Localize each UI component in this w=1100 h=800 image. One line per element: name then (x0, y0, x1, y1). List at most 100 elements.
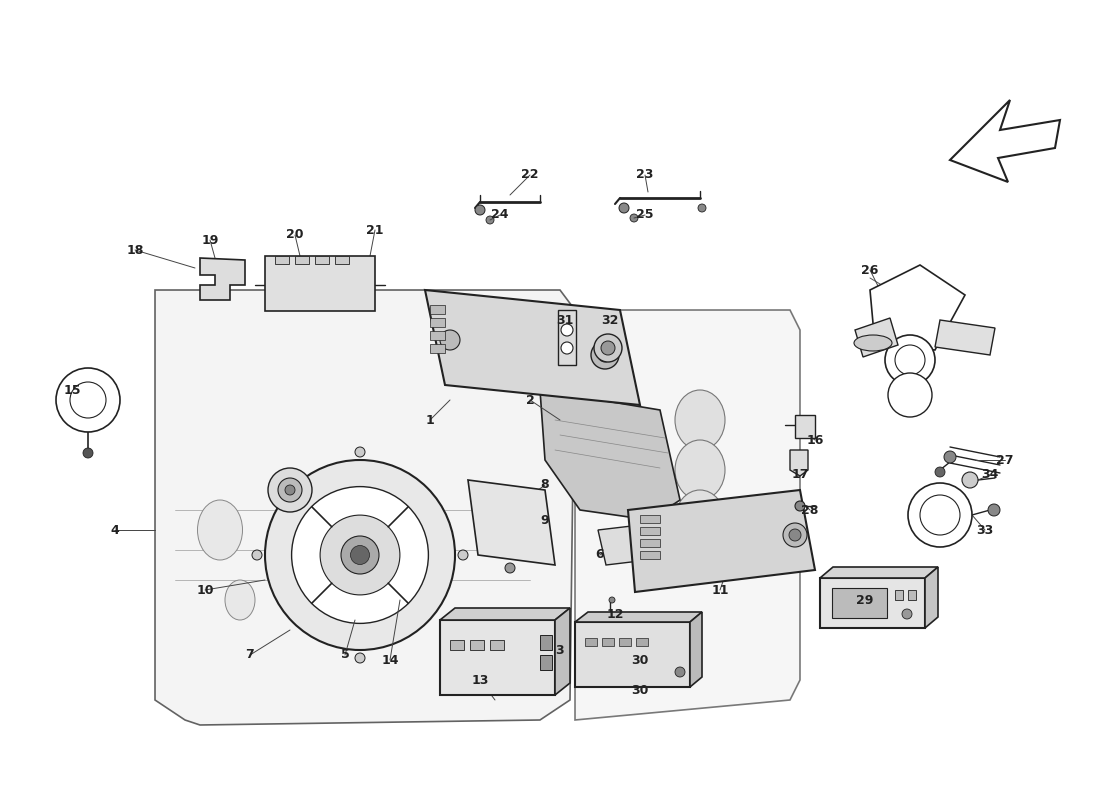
Ellipse shape (675, 440, 725, 500)
Circle shape (795, 501, 805, 511)
Text: 19: 19 (201, 234, 219, 246)
Bar (336, 256, 349, 264)
Bar (640, 551, 660, 559)
Circle shape (351, 546, 370, 565)
Bar (470, 640, 484, 650)
Bar (820, 578, 925, 628)
Text: 34: 34 (981, 469, 999, 482)
Ellipse shape (226, 580, 255, 620)
Bar (265, 256, 375, 311)
Bar (895, 590, 903, 600)
Circle shape (265, 460, 455, 650)
Bar (619, 638, 631, 646)
Text: 14: 14 (382, 654, 398, 666)
Polygon shape (425, 290, 640, 405)
Text: 17: 17 (791, 469, 808, 482)
Text: 22: 22 (521, 169, 539, 182)
Circle shape (475, 205, 485, 215)
Polygon shape (440, 608, 570, 620)
Circle shape (783, 523, 807, 547)
Circle shape (591, 341, 619, 369)
Circle shape (486, 216, 494, 224)
Circle shape (594, 334, 621, 362)
Bar (640, 539, 660, 547)
Polygon shape (795, 415, 815, 438)
Bar (540, 635, 552, 650)
Circle shape (619, 203, 629, 213)
Text: 6: 6 (596, 549, 604, 562)
Text: 26: 26 (861, 263, 879, 277)
Bar (430, 305, 446, 314)
Circle shape (252, 550, 262, 560)
Ellipse shape (854, 335, 892, 351)
Circle shape (285, 485, 295, 495)
Polygon shape (870, 265, 965, 350)
Circle shape (561, 342, 573, 354)
Circle shape (698, 204, 706, 212)
Text: 27: 27 (997, 454, 1014, 466)
Polygon shape (925, 567, 938, 628)
Bar (832, 588, 887, 618)
Text: 18: 18 (126, 243, 144, 257)
Circle shape (675, 667, 685, 677)
Text: 16: 16 (806, 434, 824, 446)
Ellipse shape (198, 500, 242, 560)
Polygon shape (690, 612, 702, 687)
Bar (315, 256, 329, 264)
Text: 10: 10 (196, 583, 213, 597)
Circle shape (70, 382, 106, 418)
Circle shape (440, 330, 460, 350)
Bar (640, 515, 660, 523)
Circle shape (561, 324, 573, 336)
Text: 24: 24 (492, 209, 508, 222)
Circle shape (630, 214, 638, 222)
Bar (430, 344, 446, 353)
Bar (575, 622, 690, 687)
Text: 1: 1 (426, 414, 434, 426)
Circle shape (505, 563, 515, 573)
Circle shape (278, 478, 303, 502)
Circle shape (609, 597, 615, 603)
Bar (430, 331, 446, 340)
Text: 7: 7 (245, 649, 254, 662)
Text: 30: 30 (631, 654, 649, 666)
Text: 21: 21 (366, 223, 384, 237)
Bar (450, 640, 464, 650)
Ellipse shape (675, 390, 725, 450)
Circle shape (598, 348, 612, 362)
Polygon shape (556, 608, 570, 695)
Circle shape (988, 504, 1000, 516)
Circle shape (320, 515, 400, 595)
Polygon shape (575, 612, 702, 622)
Text: 13: 13 (471, 674, 488, 686)
Circle shape (268, 468, 312, 512)
Bar (908, 590, 916, 600)
Bar (636, 638, 648, 646)
Circle shape (908, 483, 972, 547)
Text: 29: 29 (856, 594, 873, 606)
Circle shape (355, 447, 365, 457)
Circle shape (56, 368, 120, 432)
Bar (430, 318, 446, 327)
Polygon shape (598, 525, 648, 565)
Ellipse shape (675, 490, 725, 550)
Polygon shape (790, 450, 808, 476)
Bar (540, 655, 552, 670)
Circle shape (789, 529, 801, 541)
Circle shape (458, 550, 468, 560)
Text: 28: 28 (801, 503, 818, 517)
Text: 4: 4 (111, 523, 120, 537)
Polygon shape (468, 480, 556, 565)
Circle shape (962, 472, 978, 488)
Text: 20: 20 (286, 229, 304, 242)
Polygon shape (950, 100, 1060, 182)
Text: 31: 31 (557, 314, 574, 326)
Polygon shape (855, 318, 898, 357)
Text: 30: 30 (631, 683, 649, 697)
Circle shape (902, 609, 912, 619)
Bar (602, 638, 614, 646)
Circle shape (920, 495, 960, 535)
Text: 33: 33 (977, 523, 993, 537)
Circle shape (82, 448, 94, 458)
Bar (295, 256, 309, 264)
